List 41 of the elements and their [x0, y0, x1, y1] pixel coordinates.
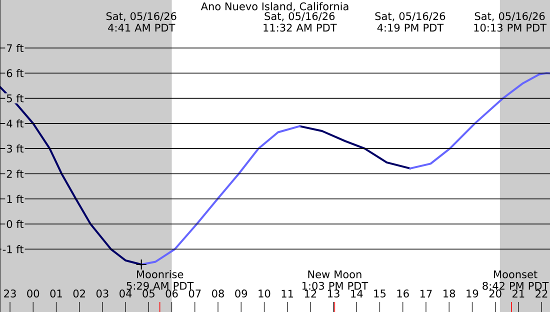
ref-line-label: New Moon 1:03 PM PDT [302, 270, 368, 290]
annotation: Sat, 05/16/26 10:13 PM PDT [474, 12, 547, 32]
x-tick-label: 15 [374, 290, 386, 298]
x-tick-label: 23 [4, 290, 16, 298]
y-tick-label: 7 ft [7, 44, 24, 52]
x-tick-label: 05 [142, 290, 154, 298]
y-tick-label: -1 ft [2, 245, 24, 254]
y-tick-label: 1 ft [7, 194, 24, 203]
chart-title: Ano Nuevo Island, California [200, 2, 348, 12]
x-tick-label: 01 [50, 290, 62, 298]
annotation: Sat, 05/16/26 4:41 AM PDT [106, 12, 176, 32]
x-tick-label: 12 [304, 290, 316, 298]
x-tick-label: 00 [27, 290, 40, 298]
y-tick-label: 6 ft [6, 69, 24, 78]
y-tick-label: 5 ft [6, 94, 24, 102]
ref-line-label: Moonset 8:42 PM PDT [482, 270, 549, 290]
x-tick-label: 04 [120, 290, 132, 298]
x-tick-label: 18 [444, 290, 456, 298]
y-tick-label: 3 ft [6, 144, 24, 153]
x-tick-label: 03 [96, 290, 108, 298]
x-tick-label: 19 [466, 290, 478, 298]
x-tick-label: 16 [397, 290, 409, 298]
annotation: Sat, 05/16/26 11:32 AM PDT [264, 12, 337, 32]
x-tick-label: 02 [73, 290, 85, 298]
x-tick-label: 20 [489, 290, 502, 298]
x-tick-label: 21 [512, 290, 524, 298]
x-tick-label: 08 [212, 290, 224, 298]
x-tick-label: 14 [351, 290, 363, 298]
x-tick-label: 06 [166, 290, 178, 298]
ref-line-label: Moonrise 5:29 AM PDT [126, 270, 194, 290]
x-tick-label: 22 [536, 290, 548, 298]
x-tick-label: 10 [258, 290, 270, 298]
x-tick-label: 09 [235, 290, 248, 298]
x-tick-label: 07 [188, 290, 201, 298]
annotation: Sat, 05/16/26 4:19 PM PDT [375, 12, 446, 32]
y-tick-label: 4 ft [6, 119, 24, 128]
x-tick-label: 17 [420, 290, 432, 298]
y-tick-label: 2 ft [6, 170, 24, 178]
y-tick-label: 0 ft [6, 220, 24, 228]
x-tick-label: 11 [282, 290, 294, 298]
x-tick-label: 13 [328, 290, 340, 298]
